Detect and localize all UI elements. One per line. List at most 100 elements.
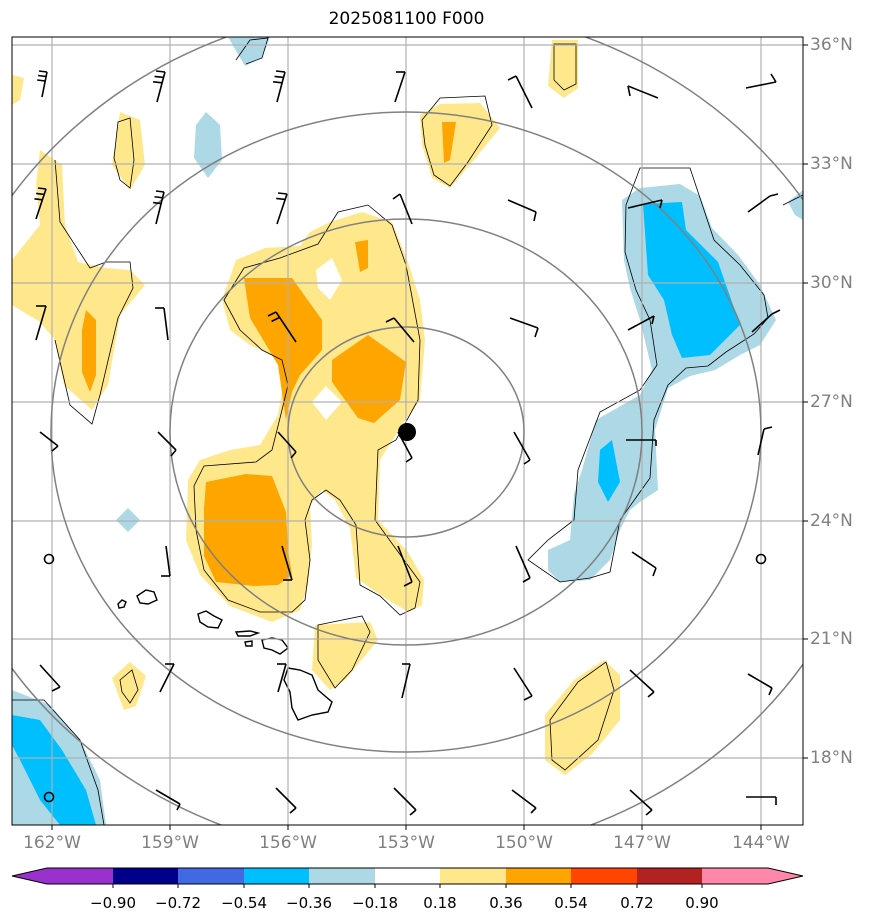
colorbar-low-extension [12, 868, 47, 884]
island-niihau [117, 599, 127, 609]
wind-barb [277, 431, 297, 459]
wind-barb [507, 199, 537, 222]
positive-anomaly-region [12, 75, 24, 105]
lat-label-18n: 18°N [810, 748, 853, 768]
wind-barb [511, 789, 537, 814]
wind-barb [267, 311, 297, 343]
wind-barb [629, 669, 655, 698]
positive-anomaly-region [545, 660, 620, 775]
wind-barb [276, 192, 288, 225]
colorbar-segment [178, 868, 244, 884]
lon-label-156w: 156°W [259, 833, 317, 853]
calm-circle [755, 553, 767, 565]
wind-barb [385, 317, 415, 343]
calm-wind-markers [43, 553, 767, 803]
colorbar-tick-label: −0.18 [352, 894, 398, 912]
wind-barb [393, 787, 417, 816]
contour-lines [12, 37, 803, 825]
map-frame [11, 36, 804, 826]
wind-barb [629, 789, 653, 816]
lon-label-159w: 159°W [141, 833, 199, 853]
calm-circle [43, 791, 55, 803]
positive-anomaly-area [82, 310, 96, 392]
positive-anomaly-region [548, 40, 578, 98]
positive-anomaly-area [332, 335, 406, 423]
wind-barb [751, 309, 781, 333]
axis-ticks [51, 44, 808, 830]
wind-barb [631, 551, 657, 577]
colorbar-segment [702, 868, 768, 884]
colorbar-segment [47, 868, 113, 884]
wind-barb [627, 315, 655, 331]
island-hawaii [283, 667, 333, 721]
positive-anomaly-region [112, 662, 146, 710]
wind-barb [281, 545, 293, 581]
colorbar-tick-label: −0.36 [286, 894, 332, 912]
wind-barb [513, 431, 531, 465]
wind-barb [39, 664, 61, 692]
wind-barb [34, 187, 47, 220]
colorbar-segment [637, 868, 702, 884]
lon-label-147w: 147°W [613, 833, 671, 853]
lon-label-153w: 153°W [377, 833, 435, 853]
lat-label-33n: 33°N [810, 154, 853, 174]
colorbar-segment [113, 868, 178, 884]
wind-barb [627, 85, 659, 99]
colorbar-tick-label: −0.90 [90, 894, 136, 912]
wind-barb [627, 199, 663, 209]
wind-barb [155, 789, 181, 811]
wind-barb [277, 663, 287, 693]
negative-anomaly-area [12, 715, 96, 825]
lat-label-36n: 36°N [810, 35, 853, 55]
positive-anomaly-area [442, 122, 456, 163]
wind-barb [37, 70, 48, 98]
wind-barb [747, 673, 773, 696]
wind-barb [35, 305, 47, 341]
wind-barb [275, 787, 297, 814]
calm-circle [43, 553, 55, 565]
colorbar-tick-label: −0.72 [155, 894, 201, 912]
negative-anomaly-area [598, 440, 620, 502]
colorbar-tick-label: 0.18 [423, 894, 457, 912]
positive-anomaly-area [244, 278, 322, 420]
negative-anomaly-region [116, 508, 140, 532]
wind-barb [747, 193, 779, 213]
wind-barb [757, 426, 773, 456]
colorbar-tick-label: 0.90 [685, 894, 719, 912]
colorbar-segment [440, 868, 506, 884]
wind-barb [515, 545, 531, 583]
wind-barb [513, 667, 533, 701]
range-rings [12, 37, 803, 825]
wind-barb [394, 71, 406, 103]
wind-barb [509, 317, 539, 338]
lon-label-150w: 150°W [495, 833, 553, 853]
island-oahu [197, 610, 223, 629]
colorbar-segment [375, 868, 440, 884]
hawaii-coastlines [117, 589, 333, 721]
wind-barb [745, 73, 777, 89]
negative-anomaly-area [643, 202, 740, 358]
wind-barb [159, 663, 175, 693]
positive-anomaly-region [420, 103, 500, 188]
wind-barb [153, 70, 166, 103]
wind-barb [746, 796, 777, 805]
wind-barb [626, 439, 657, 446]
colorbar-outline [11, 867, 804, 885]
wind-barb [155, 307, 169, 341]
lat-label-24n: 24°N [810, 511, 853, 531]
wind-barb [153, 190, 165, 225]
lat-label-21n: 21°N [810, 629, 853, 649]
lat-label-30n: 30°N [810, 273, 853, 293]
wind-barb [39, 431, 59, 452]
colorbar-tick-label: 0.36 [489, 894, 523, 912]
colorbar-tick-label: −0.54 [221, 894, 267, 912]
colorbar-segment [506, 868, 571, 884]
colorbar-segment [244, 868, 309, 884]
island-lanai [244, 640, 253, 647]
colorbar-tick-label: 0.72 [620, 894, 654, 912]
colorbar [11, 867, 804, 888]
lat-label-27n: 27°N [810, 392, 853, 412]
graticule [12, 37, 803, 825]
positive-anomaly-area [355, 240, 368, 272]
wind-barb [507, 75, 533, 109]
